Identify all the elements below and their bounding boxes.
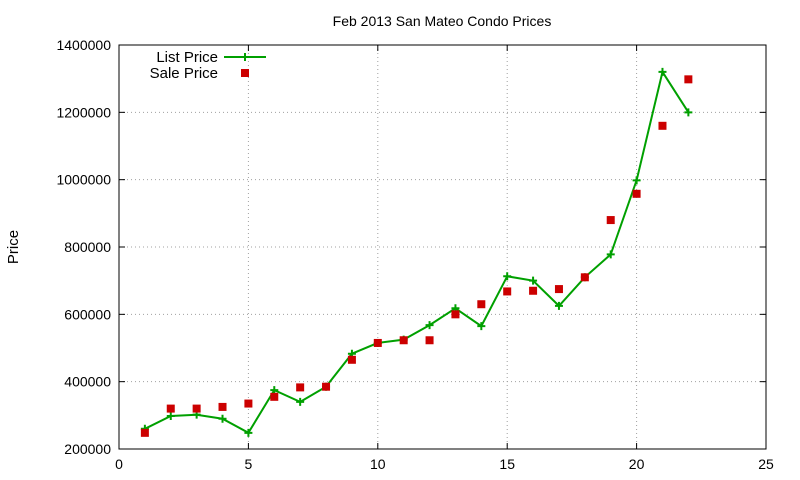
list-price-point — [632, 176, 641, 185]
y-tick-label: 200000 — [64, 441, 111, 457]
list-price-point — [606, 250, 615, 259]
sale-price-point — [606, 216, 615, 225]
list-price-point — [684, 108, 693, 117]
x-tick-label: 10 — [370, 456, 386, 472]
sale-price-point — [632, 189, 641, 198]
y-tick-label: 400000 — [64, 374, 111, 390]
x-tick-label: 25 — [758, 456, 774, 472]
x-tick-label: 20 — [629, 456, 645, 472]
sale-price-point — [684, 75, 693, 84]
y-axis-label: Price — [5, 230, 22, 264]
list-price-point — [218, 414, 227, 423]
y-tick-label: 1000000 — [56, 172, 111, 188]
sale-price-point — [554, 285, 563, 294]
sale-price-point — [347, 355, 356, 364]
list-price-point — [166, 412, 175, 421]
x-tick-label: 0 — [115, 456, 123, 472]
list-price-point — [554, 301, 563, 310]
sale-price-point — [192, 404, 201, 413]
sale-price-point — [503, 287, 512, 296]
sale-price-point — [658, 121, 667, 130]
list-price-point — [244, 428, 253, 437]
sale-price-point — [373, 338, 382, 347]
x-tick-label: 5 — [245, 456, 253, 472]
chart-title: Feb 2013 San Mateo Condo Prices — [333, 13, 552, 29]
series — [140, 67, 693, 437]
legend-plus-swatch — [241, 53, 249, 61]
legend-label: List Price — [156, 49, 218, 66]
sale-price-point — [296, 383, 305, 392]
sale-price-point — [451, 310, 460, 319]
axis-ticks: 0 5 10 15 20 25 200000 400000 600000 800000 100000… — [56, 37, 774, 472]
sale-price-point — [425, 336, 434, 345]
series-sale-price — [140, 75, 693, 437]
y-tick-label: 600000 — [64, 306, 111, 322]
list-price-point — [270, 386, 279, 395]
x-tick-label: 15 — [499, 456, 515, 472]
plot-area — [118, 44, 767, 450]
list-price-point — [503, 272, 512, 281]
grid — [119, 45, 766, 449]
sale-price-point — [218, 402, 227, 411]
sale-price-point — [399, 336, 408, 345]
list-price-point — [425, 321, 434, 330]
sale-price-point — [529, 286, 538, 295]
sale-price-point — [244, 399, 253, 408]
sale-price-point — [140, 428, 149, 437]
y-tick-label: 800000 — [64, 239, 111, 255]
list-price-line — [144, 69, 690, 435]
sale-price-point — [270, 392, 279, 401]
list-price-point — [529, 276, 538, 285]
list-price-point — [296, 397, 305, 406]
legend-label: Sale Price — [150, 65, 218, 82]
sale-price-point — [322, 382, 331, 391]
sale-price-point — [580, 273, 589, 282]
legend-square-swatch — [241, 69, 249, 77]
y-tick-label: 1200000 — [56, 104, 111, 120]
sale-price-point — [166, 404, 175, 413]
list-price-point — [658, 67, 667, 76]
list-price-point — [477, 322, 486, 331]
sale-price-point — [477, 300, 486, 309]
y-tick-label: 1400000 — [56, 37, 111, 53]
